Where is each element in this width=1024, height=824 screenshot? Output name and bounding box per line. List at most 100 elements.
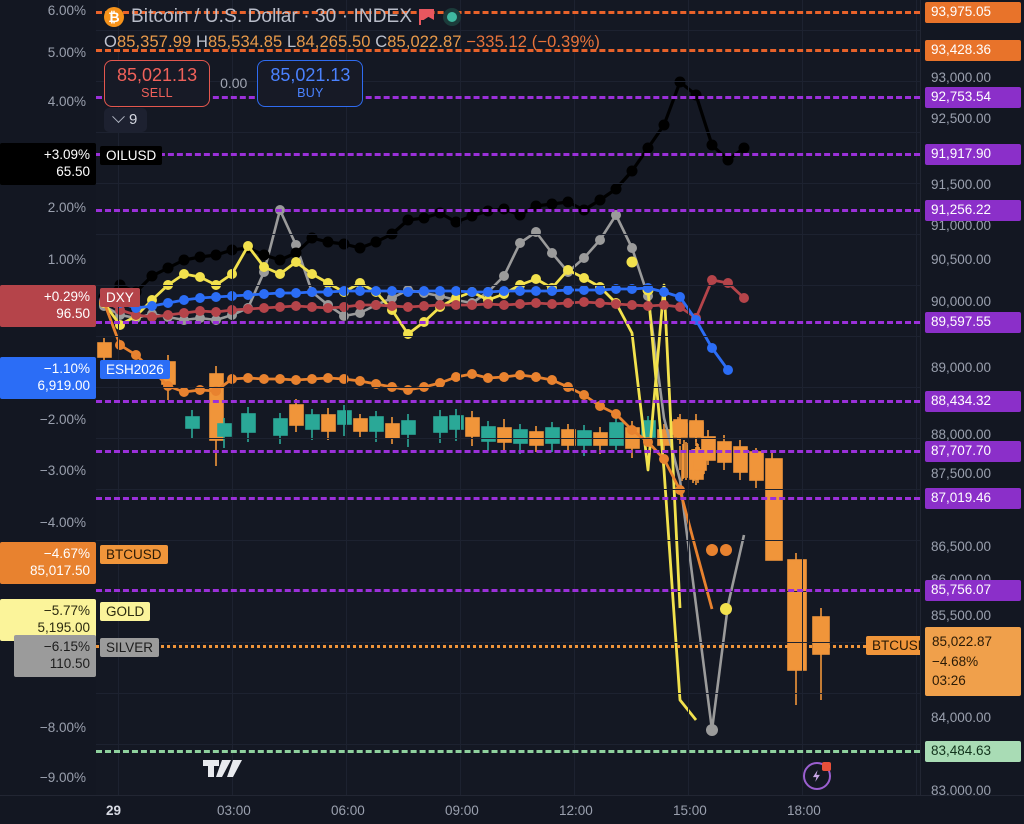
right-badge-level[interactable]: 89,597.55 [925, 312, 1021, 333]
right-badge-level[interactable]: 92,753.54 [925, 87, 1021, 108]
plot-area[interactable]: OILUSD DXY ESH2026 BTCUSD GOLD SILVER BT… [96, 0, 920, 795]
ohlc-low-key: L [286, 33, 297, 51]
sell-button[interactable]: 85,021.13 SELL [104, 60, 211, 107]
current-price-badge[interactable]: 85,022.87 −4.68% 03:26 [925, 627, 1021, 696]
right-tick: 85,500.00 [931, 608, 992, 623]
series-tag-silver[interactable]: SILVER [100, 638, 160, 657]
left-badge-dxy[interactable]: +0.29% 96.50 [0, 285, 96, 327]
right-price-axis[interactable]: 93,000.00 92,500.00 91,500.00 91,000.00 … [920, 0, 1024, 798]
right-badge-level[interactable]: 91,256.22 [925, 200, 1021, 221]
right-badge-level[interactable]: 93,428.36 [925, 40, 1021, 61]
page-title[interactable]: Bitcoin / U.S. Dollar · 30 · INDEX [131, 6, 413, 27]
series-tag-esh2026[interactable]: ESH2026 [100, 360, 170, 379]
level-line-87019 [96, 497, 920, 500]
left-badge-pct: −5.77% [43, 603, 90, 618]
left-tick: −4.00% [39, 515, 86, 530]
right-tick: 90,000.00 [931, 294, 992, 309]
candlestick-series [97, 338, 830, 705]
left-badge-val: 85,017.50 [29, 563, 90, 579]
btcusd-price-pointer-tag[interactable]: BTCUSD [866, 636, 920, 655]
series-tag-label: SILVER [106, 640, 154, 655]
series-tag-label: GOLD [106, 604, 145, 619]
right-tick: 88,000.00 [931, 427, 992, 442]
time-label: 12:00 [559, 803, 593, 818]
series-tag-label: ESH2026 [106, 362, 164, 377]
level-line-93428 [96, 49, 920, 52]
trade-panel[interactable]: 85,021.13 SELL 0.00 85,021.13 BUY [104, 60, 364, 107]
series-tag-dxy[interactable]: DXY [100, 288, 140, 307]
series-tag-btcusd[interactable]: BTCUSD [100, 545, 168, 564]
right-badge-level[interactable]: 88,434.32 [925, 391, 1021, 412]
right-badge-level[interactable]: 87,707.70 [925, 441, 1021, 462]
left-tick: −9.00% [39, 770, 86, 785]
right-tick: 87,500.00 [931, 466, 992, 481]
right-badge-level[interactable]: 85,756.07 [925, 580, 1021, 601]
time-label: 09:00 [445, 803, 479, 818]
left-badge-val: 6,919.00 [37, 378, 90, 394]
flag-icon[interactable] [419, 9, 436, 25]
time-axis[interactable]: 29 03:00 06:00 09:00 12:00 15:00 18:00 [0, 795, 1024, 824]
series-tag-label: OILUSD [106, 148, 157, 163]
left-badge-esh2026[interactable]: −1.10% 6,919.00 [0, 357, 96, 399]
level-line-92753 [96, 96, 920, 99]
series-tag-gold[interactable]: GOLD [100, 602, 151, 621]
left-tick: −8.00% [39, 720, 86, 735]
series-btcusd-markers [99, 297, 732, 556]
series-esh2026 [103, 286, 730, 371]
chart-header[interactable]: ₿ Bitcoin / U.S. Dollar · 30 · INDEX [104, 6, 462, 28]
status-dot-icon[interactable] [443, 8, 462, 26]
left-badge-pct: +3.09% [43, 147, 90, 162]
time-label: 29 [106, 803, 122, 818]
spread-value: 0.00 [220, 75, 248, 92]
ohlc-low-value: 84,265.50 [296, 33, 371, 51]
series-gold [102, 244, 698, 721]
level-line-87707 [96, 450, 920, 453]
btcusd-pointer-label: BTCUSD [872, 638, 920, 653]
left-badge-gold[interactable]: −5.77% 5,195.00 [0, 599, 96, 641]
level-line-93975 [96, 11, 920, 14]
lightning-bolt-icon[interactable] [803, 762, 831, 790]
right-badge-level[interactable]: 93,975.05 [925, 2, 1021, 23]
left-badge-oilusd[interactable]: +3.09% 65.50 [0, 143, 96, 185]
series-tag-label: BTCUSD [106, 547, 162, 562]
left-price-axis[interactable]: 6.00% 5.00% 4.00% 2.00% 1.00% −2.00% −3.… [0, 0, 96, 795]
tradingview-logo[interactable] [202, 757, 248, 785]
left-badge-btcusd[interactable]: −4.67% 85,017.50 [0, 542, 96, 584]
right-tick: 83,000.00 [931, 783, 992, 798]
ohlc-high-key: H [195, 33, 208, 51]
right-badge-level[interactable]: 83,484.63 [925, 741, 1021, 762]
buy-button[interactable]: 85,021.13 BUY [257, 60, 364, 107]
sell-label: SELL [141, 85, 173, 100]
ohlc-change: −335.12 (−0.39%) [466, 33, 600, 51]
left-badge-pct: −6.15% [43, 639, 90, 654]
level-line-89597 [96, 321, 920, 324]
quantity-selector[interactable]: 9 [104, 108, 148, 132]
current-price-value: 85,022.87 [932, 634, 993, 649]
buy-label: BUY [297, 85, 324, 100]
ohlc-close-value: 85,022.87 [387, 33, 462, 51]
right-tick: 84,000.00 [931, 710, 992, 725]
series-canvas [97, 76, 830, 736]
ohlc-readout: O85,357.99 H85,534.85 L84,265.50 C85,022… [104, 33, 600, 52]
right-tick: 86,500.00 [931, 539, 992, 554]
series-btcusd [102, 301, 714, 610]
ohlc-high-value: 85,534.85 [207, 33, 283, 51]
time-label: 03:00 [217, 803, 251, 818]
series-tag-label: DXY [106, 290, 134, 305]
left-badge-silver[interactable]: −6.15% 110.50 [14, 635, 96, 677]
right-badge-level[interactable]: 87,019.46 [925, 488, 1021, 509]
right-badge-level[interactable]: 91,917.90 [925, 144, 1021, 165]
level-line-88434 [96, 400, 920, 403]
current-price-countdown: 03:26 [932, 673, 966, 689]
series-oilusd-markers [98, 76, 750, 303]
right-tick: 92,500.00 [931, 111, 992, 126]
series-tag-oilusd[interactable]: OILUSD [100, 146, 163, 165]
level-line-91256 [96, 209, 920, 212]
sell-price: 85,021.13 [117, 65, 198, 85]
current-price-line [96, 645, 920, 648]
left-tick: −2.00% [39, 412, 86, 427]
right-tick: 89,000.00 [931, 360, 992, 375]
left-badge-val: 65.50 [56, 164, 90, 180]
level-line-91917 [96, 153, 920, 156]
time-label: 06:00 [331, 803, 365, 818]
